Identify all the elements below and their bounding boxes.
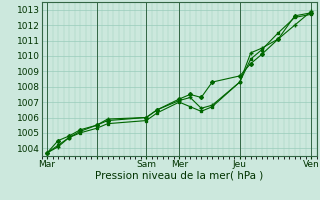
X-axis label: Pression niveau de la mer( hPa ): Pression niveau de la mer( hPa ) [95, 171, 263, 181]
